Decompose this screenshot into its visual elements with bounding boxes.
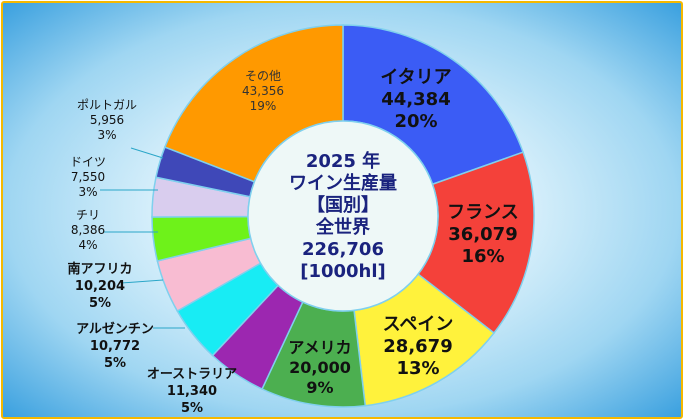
slice-label: オーストラリア bbox=[147, 367, 237, 382]
slice-value: 10,204 bbox=[75, 279, 125, 294]
slice-label: チリ bbox=[76, 208, 100, 222]
slice-label: アメリカ bbox=[288, 338, 351, 357]
center-title-line: 226,706 bbox=[302, 239, 384, 260]
slice-value: 7,550 bbox=[71, 170, 105, 184]
slice-label: アルゼンチン bbox=[76, 321, 154, 337]
center-title-line: 2025 年 bbox=[306, 150, 380, 172]
center-title-line: ワイン生産量 bbox=[289, 172, 397, 194]
slice-percent: 13% bbox=[396, 358, 439, 379]
slice-value: 28,679 bbox=[383, 336, 452, 357]
slice-percent: 19% bbox=[250, 99, 277, 113]
slice-percent: 5% bbox=[104, 356, 126, 371]
slice-value: 11,340 bbox=[167, 384, 217, 399]
slice-label: 南アフリカ bbox=[67, 261, 132, 277]
center-title-line: 全世界 bbox=[315, 216, 370, 238]
slice-percent: 3% bbox=[78, 185, 97, 199]
slice-value: 8,386 bbox=[71, 223, 105, 237]
slice-label: フランス bbox=[447, 202, 519, 223]
leader-line bbox=[120, 279, 164, 284]
slice-value: 5,956 bbox=[90, 113, 124, 127]
slice-label: その他 bbox=[245, 69, 281, 83]
slice-value: 10,772 bbox=[90, 339, 140, 354]
slice-label: ポルトガル bbox=[77, 98, 137, 112]
leader-line bbox=[130, 147, 164, 159]
slice-value: 36,079 bbox=[448, 224, 517, 245]
donut-hole bbox=[247, 120, 439, 312]
slice-value: 44,384 bbox=[381, 89, 450, 110]
slice-percent: 16% bbox=[461, 246, 504, 267]
slice-label: イタリア bbox=[380, 67, 451, 88]
slice-label: スペイン bbox=[383, 314, 454, 335]
slice-label: ドイツ bbox=[70, 155, 106, 169]
slice-value: 20,000 bbox=[289, 358, 351, 377]
slice-percent: 5% bbox=[181, 401, 203, 416]
center-title-line: [1000hl] bbox=[300, 261, 386, 282]
slice-percent: 3% bbox=[97, 128, 116, 142]
slice-percent: 5% bbox=[89, 296, 111, 311]
slice-percent: 9% bbox=[306, 378, 333, 397]
slice-percent: 4% bbox=[78, 238, 97, 252]
center-title-line: 【国別】 bbox=[307, 195, 379, 216]
slice-value: 43,356 bbox=[242, 84, 284, 98]
slice-percent: 20% bbox=[394, 111, 437, 132]
